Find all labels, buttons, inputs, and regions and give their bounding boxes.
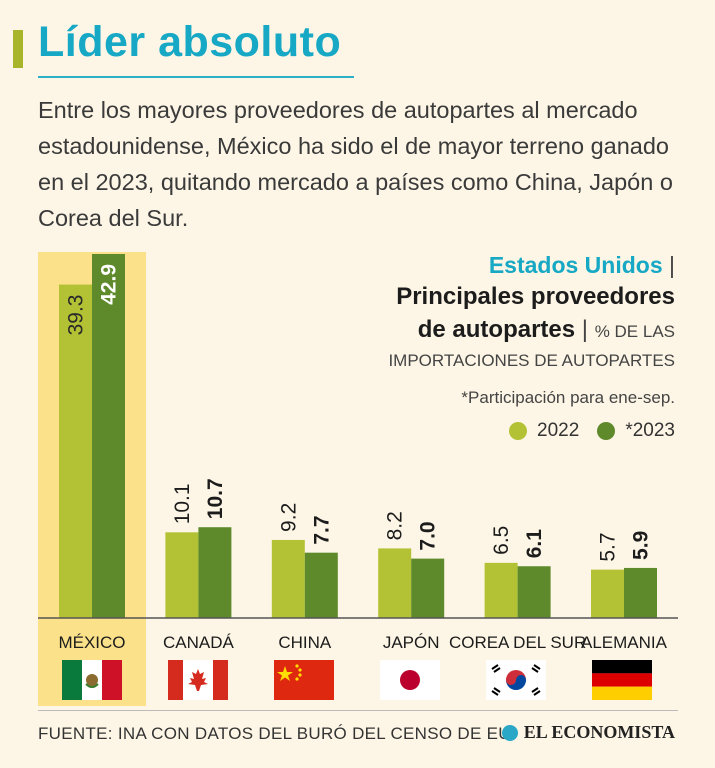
bar-2023-3 xyxy=(411,558,445,618)
mexico-flag-icon xyxy=(62,660,122,700)
data-label-2022-2: 9.2 xyxy=(277,503,300,532)
data-label-2022-1: 10.1 xyxy=(171,483,194,524)
data-label-2022-4: 6.5 xyxy=(490,526,513,555)
bar-2023-2 xyxy=(304,552,338,618)
header-separator: | xyxy=(669,252,675,278)
china-flag-icon xyxy=(274,660,334,700)
legend-swatch-2022 xyxy=(509,422,528,440)
category-label-5: ALEMANIA xyxy=(581,633,668,652)
brand-name: EL ECONOMISTA xyxy=(523,722,675,742)
data-label-2022-5: 5.7 xyxy=(597,532,620,561)
chart-header: Estados Unidos | Principales proveedores… xyxy=(388,250,675,374)
title-underline xyxy=(38,76,354,78)
legend-item-2022: 2022 xyxy=(509,420,579,442)
bar-2022-4 xyxy=(484,562,518,618)
japan-flag-icon xyxy=(380,660,440,700)
title-accent-bar xyxy=(13,30,23,68)
category-label-2: CHINA xyxy=(278,633,332,652)
canada-flag-icon xyxy=(168,660,228,700)
footer-divider xyxy=(38,710,678,711)
bar-2023-1 xyxy=(198,527,232,618)
chart-unit-a: % DE LAS xyxy=(594,322,675,341)
data-label-2022-3: 8.2 xyxy=(384,511,407,540)
source-note: FUENTE: INA CON DATOS DEL BURÓ DEL CENSO… xyxy=(38,724,511,743)
chart-title-line2: de autopartes xyxy=(417,316,576,343)
germany-flag-icon xyxy=(592,660,652,700)
flag-row xyxy=(0,660,715,700)
category-label-4: COREA DEL SUR xyxy=(449,633,586,652)
category-label-1: CANADÁ xyxy=(163,633,235,652)
data-label-2023-5: 5.9 xyxy=(630,531,653,560)
category-label-3: JAPÓN xyxy=(383,633,440,652)
south-korea-flag-icon xyxy=(486,660,546,700)
data-label-2023-2: 7.7 xyxy=(310,515,333,544)
bar-2022-2 xyxy=(271,539,305,618)
bar-2023-5 xyxy=(624,567,657,618)
legend-swatch-2023 xyxy=(597,422,616,440)
header-separator-2: | xyxy=(581,316,589,343)
data-label-2022-0: 39.3 xyxy=(65,295,88,336)
chart-title-line1: Principales proveedores xyxy=(396,283,675,310)
bar-2022-0 xyxy=(59,284,92,618)
bar-2023-0 xyxy=(92,254,125,618)
brand-logo-icon xyxy=(501,724,518,741)
data-label-2023-0: 42.9 xyxy=(98,264,121,305)
data-label-2023-4: 6.1 xyxy=(523,529,546,559)
brand-logo: EL ECONOMISTA xyxy=(501,722,675,743)
chart-note: *Participación para ene-sep. xyxy=(461,388,675,407)
category-label-0: MÉXICO xyxy=(58,633,125,652)
chart-unit-b: IMPORTACIONES DE AUTOPARTES xyxy=(388,351,675,370)
bar-2022-5 xyxy=(591,569,624,618)
chart-country: Estados Unidos xyxy=(488,252,663,278)
legend-label-2022: 2022 xyxy=(537,420,580,441)
intro-text: Entre los mayores proveedores de autopar… xyxy=(38,97,673,231)
bar-2022-3 xyxy=(378,548,412,618)
data-label-2023-1: 10.7 xyxy=(204,478,227,519)
data-label-2023-3: 7.0 xyxy=(417,521,440,550)
legend-label-2023: *2023 xyxy=(625,420,675,441)
chart-legend: 2022 *2023 xyxy=(509,420,675,442)
page-title: Líder absoluto xyxy=(38,18,342,66)
bar-2023-4 xyxy=(517,566,551,618)
bar-2022-1 xyxy=(165,532,199,618)
legend-item-2023: *2023 xyxy=(597,420,675,442)
